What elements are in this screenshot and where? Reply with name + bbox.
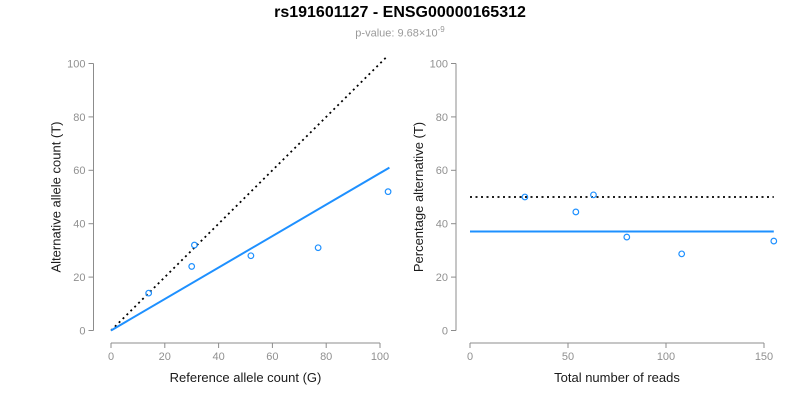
y-tick-label: 100 bbox=[430, 58, 448, 70]
data-point bbox=[145, 289, 153, 297]
data-point bbox=[384, 188, 392, 196]
y-tick-label: 20 bbox=[73, 272, 85, 284]
y-axis-title: Alternative allele count (T) bbox=[49, 121, 64, 272]
data-point bbox=[770, 237, 778, 245]
fit-line bbox=[110, 166, 390, 332]
data-point bbox=[623, 233, 631, 241]
data-point bbox=[572, 208, 580, 216]
x-tick-label: 100 bbox=[371, 351, 389, 363]
y-tick-label: 40 bbox=[436, 219, 448, 231]
data-point bbox=[590, 191, 597, 199]
figure-title: rs191601127 - ENSG00000165312 bbox=[274, 4, 526, 21]
x-axis-title: Total number of reads bbox=[554, 370, 680, 385]
allele-count-scatter: 0 20 40 60 80 100 0 20 40 60 80 100 Reference allele… bbox=[49, 54, 392, 385]
y-tick-label: 60 bbox=[73, 165, 85, 177]
y-tick-label: 80 bbox=[73, 112, 85, 124]
x-tick-label: 40 bbox=[212, 351, 224, 363]
data-point bbox=[521, 193, 529, 201]
y-tick-label: 80 bbox=[436, 112, 448, 124]
y-tick-label: 60 bbox=[436, 165, 448, 177]
pvalue-exponent: -9 bbox=[437, 25, 445, 34]
x-tick-label: 60 bbox=[266, 351, 278, 363]
x-tick-label: 100 bbox=[657, 351, 675, 363]
x-axis-title: Reference allele count (G) bbox=[170, 370, 322, 385]
y-tick-label: 100 bbox=[67, 58, 85, 70]
pvalue-text: p-value: 9.68×10 bbox=[355, 27, 438, 40]
data-point bbox=[188, 263, 196, 270]
y-tick-label: 20 bbox=[436, 272, 448, 284]
y-tick-label: 40 bbox=[73, 219, 85, 231]
x-tick-label: 80 bbox=[320, 351, 332, 363]
data-point bbox=[247, 252, 255, 260]
percentage-scatter: 0 20 40 60 80 100 0 50 100 150 Total number of rea… bbox=[411, 58, 778, 385]
y-tick-label: 0 bbox=[442, 325, 448, 337]
x-tick-label: 0 bbox=[108, 351, 114, 363]
y-axis-title: Percentage alternative (T) bbox=[411, 122, 426, 272]
x-tick-label: 150 bbox=[755, 351, 773, 363]
x-tick-label: 0 bbox=[467, 351, 473, 363]
y-tick-label: 0 bbox=[79, 325, 85, 337]
figure-subtitle: p-value: 9.68×10-9 bbox=[0, 25, 800, 40]
data-point bbox=[314, 244, 322, 252]
data-point bbox=[678, 250, 686, 258]
x-tick-label: 50 bbox=[562, 351, 574, 363]
x-tick-label: 20 bbox=[159, 351, 171, 363]
data-point bbox=[190, 241, 198, 249]
identity-line bbox=[110, 54, 389, 332]
